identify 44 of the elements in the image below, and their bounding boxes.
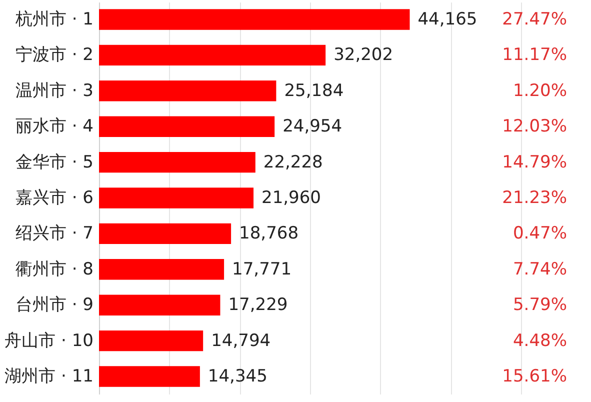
data-label: 32,202 <box>334 45 394 66</box>
bar <box>99 366 200 387</box>
y-tick-label: 温州市 · 3 <box>15 80 94 101</box>
annotation: 1.20% <box>512 80 567 101</box>
annotation: 27.47% <box>502 9 567 30</box>
data-label: 18,768 <box>239 224 299 244</box>
annotation: 4.48% <box>512 330 567 351</box>
data-label: 24,954 <box>282 116 342 137</box>
annotation: 15.61% <box>502 366 567 387</box>
bar <box>99 116 275 137</box>
y-tick-label: 衢州市 · 8 <box>15 259 94 280</box>
bar <box>99 152 256 173</box>
y-tick-label: 丽水市 · 4 <box>15 116 94 137</box>
bar <box>99 9 410 30</box>
data-label: 17,229 <box>228 295 288 316</box>
annotation: 5.79% <box>512 295 567 316</box>
data-label: 14,794 <box>211 330 271 351</box>
y-tick-label: 杭州市 · 1 <box>14 9 94 30</box>
y-tick-label: 嘉兴市 · 6 <box>15 188 94 208</box>
y-tick-label: 宁波市 · 2 <box>15 45 94 66</box>
annotation: 7.74% <box>512 259 567 280</box>
data-label: 14,345 <box>208 366 268 387</box>
y-tick-label: 舟山市 · 10 <box>4 330 94 351</box>
bar <box>99 294 220 316</box>
data-label: 25,184 <box>284 80 344 101</box>
data-label: 44,165 <box>418 9 478 30</box>
bar <box>99 223 232 244</box>
bar <box>99 44 326 66</box>
data-label: 17,771 <box>232 259 292 280</box>
bar <box>99 259 224 280</box>
annotation: 11.17% <box>502 45 567 66</box>
y-tick-label: 湖州市 · 11 <box>4 366 94 387</box>
data-label: 21,960 <box>262 188 321 208</box>
annotation: 14.79% <box>502 152 567 172</box>
bar <box>99 80 276 102</box>
y-tick-label: 绍兴市 · 7 <box>15 224 94 244</box>
annotation: 21.23% <box>502 188 567 208</box>
bar <box>99 188 254 208</box>
annotation: 0.47% <box>512 224 567 244</box>
annotation: 12.03% <box>502 116 567 137</box>
y-tick-label: 台州市 · 9 <box>15 295 94 316</box>
y-tick-label: 金华市 · 5 <box>15 152 94 172</box>
data-label: 22,228 <box>263 152 323 172</box>
bar <box>99 330 204 352</box>
